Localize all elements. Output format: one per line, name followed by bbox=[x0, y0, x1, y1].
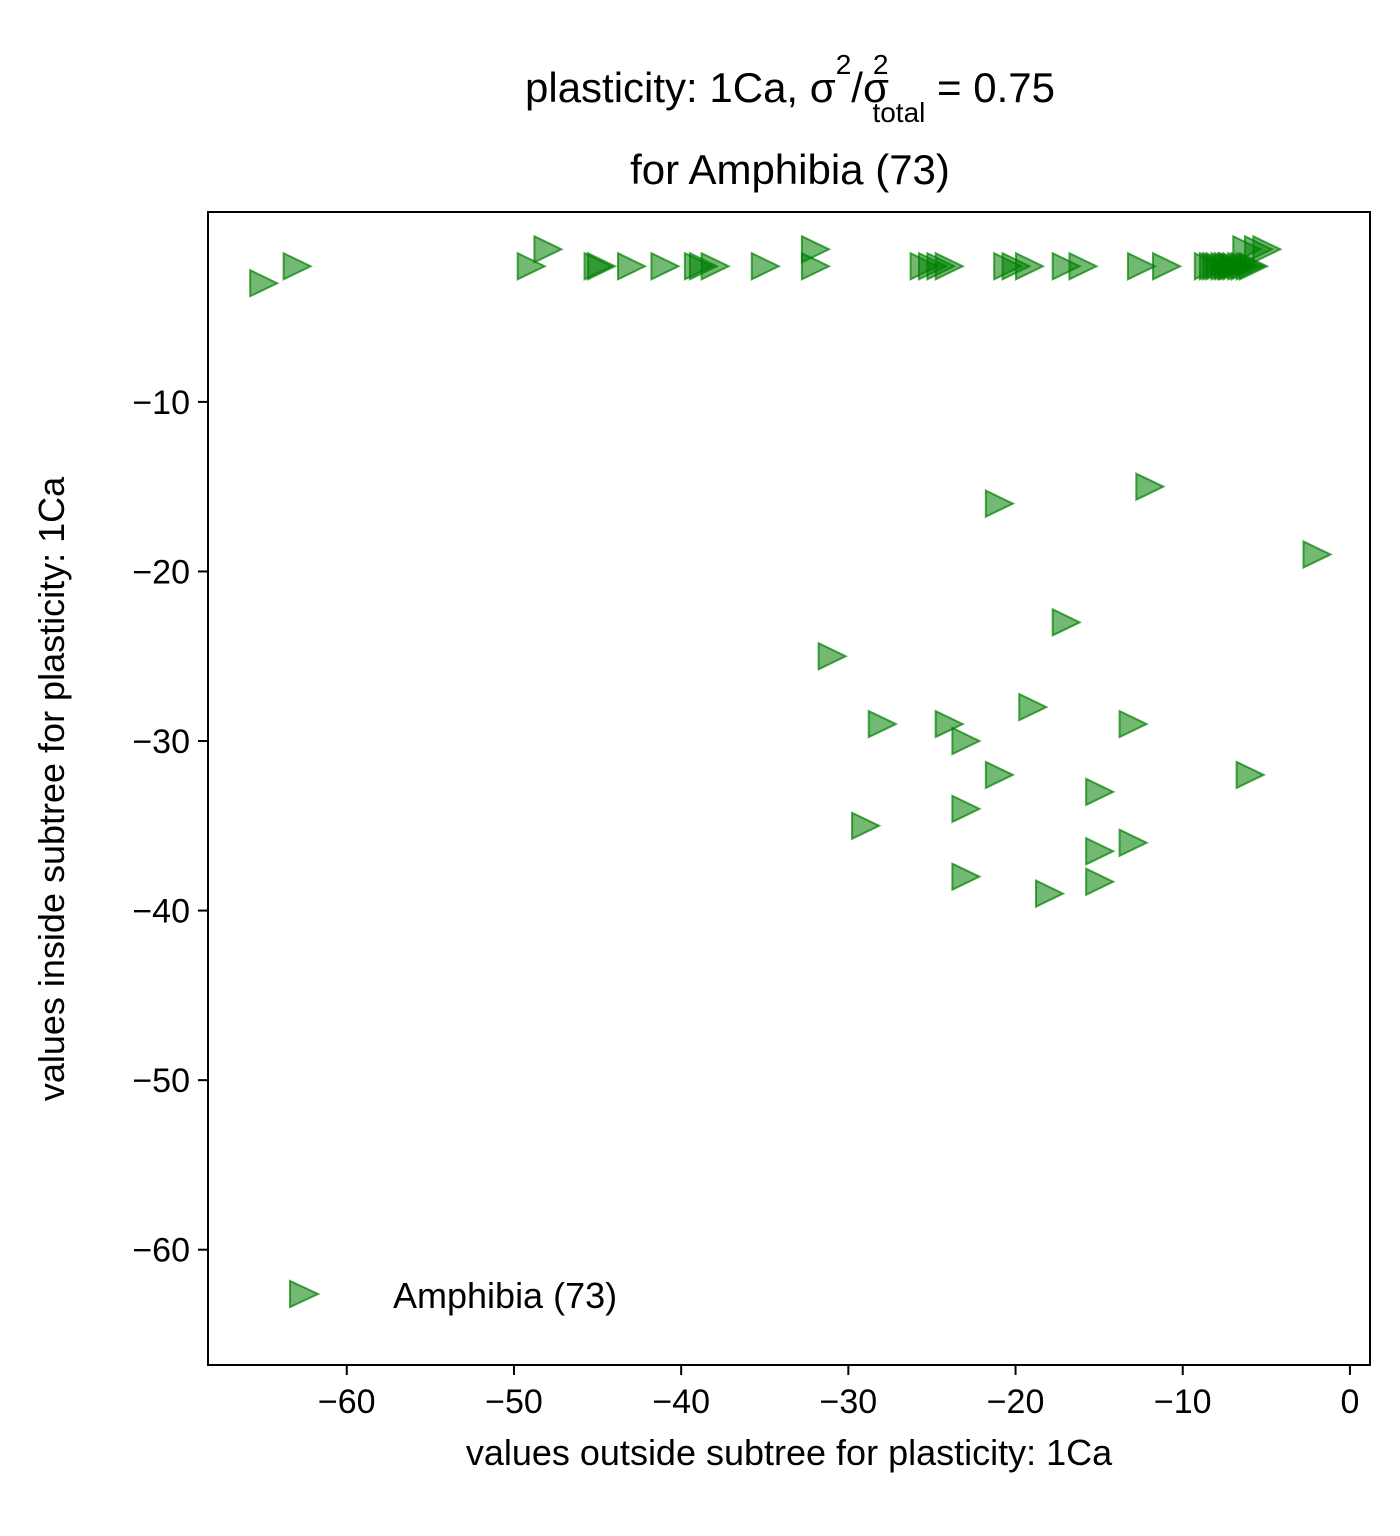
data-point bbox=[700, 251, 731, 281]
data-point bbox=[1085, 836, 1116, 866]
y-tick-label: −10 bbox=[132, 384, 190, 422]
data-point bbox=[1085, 867, 1116, 897]
data-point bbox=[1118, 709, 1149, 739]
data-point bbox=[951, 726, 982, 756]
data-point bbox=[851, 811, 882, 841]
data-point bbox=[516, 251, 547, 281]
data-point bbox=[1135, 472, 1166, 502]
plot-frame bbox=[207, 211, 1371, 1366]
y-axis-ticks: −10 −20 −30 −40 −50 −60 bbox=[132, 384, 208, 1270]
legend: Amphibia (73) bbox=[289, 1275, 617, 1316]
x-axis-ticks: −60 −50 −40 −30 −20 −10 0 bbox=[318, 1365, 1359, 1421]
data-point bbox=[1068, 251, 1099, 281]
title-sup2: 2 bbox=[873, 49, 889, 80]
x-tick-label: −50 bbox=[485, 1383, 543, 1421]
data-point bbox=[750, 251, 782, 281]
data-point bbox=[984, 489, 1016, 519]
y-tick-label: −50 bbox=[132, 1062, 190, 1100]
chart-title-line1: plasticity: 1Ca, σ2/σ2 total = 0.75 bbox=[525, 49, 1055, 128]
data-point bbox=[817, 641, 848, 671]
data-point bbox=[1034, 879, 1066, 909]
data-point bbox=[1152, 251, 1183, 281]
x-tick-label: −60 bbox=[318, 1383, 376, 1421]
title-prefix: plasticity: 1Ca, σ bbox=[525, 64, 836, 111]
data-point bbox=[984, 760, 1016, 790]
title-suffix: = 0.75 bbox=[925, 64, 1055, 111]
data-point bbox=[867, 709, 899, 739]
data-point bbox=[650, 251, 681, 281]
title-mid: /σ bbox=[851, 64, 889, 111]
y-tick-label: −20 bbox=[132, 553, 190, 591]
x-tick-label: −10 bbox=[1154, 1383, 1212, 1421]
legend-marker-icon bbox=[289, 1279, 321, 1309]
data-point bbox=[800, 251, 832, 281]
data-point bbox=[1252, 234, 1283, 264]
chart-title-line2: for Amphibia (73) bbox=[630, 146, 950, 193]
data-point bbox=[934, 709, 965, 739]
data-point bbox=[1235, 760, 1266, 790]
x-tick-label: −20 bbox=[987, 1383, 1045, 1421]
x-tick-label: −30 bbox=[820, 1383, 878, 1421]
data-point bbox=[282, 251, 313, 281]
data-point bbox=[951, 862, 982, 892]
data-point bbox=[533, 234, 564, 264]
x-tick-label: 0 bbox=[1340, 1383, 1359, 1421]
data-point bbox=[1051, 607, 1083, 637]
x-axis-label: values outside subtree for plasticity: 1… bbox=[466, 1432, 1113, 1473]
data-point bbox=[951, 794, 982, 824]
title-sup1: 2 bbox=[836, 49, 852, 80]
x-tick-label: −40 bbox=[652, 1383, 710, 1421]
title-sub: total bbox=[872, 97, 925, 128]
data-points bbox=[249, 234, 1333, 909]
data-point bbox=[1118, 828, 1149, 858]
data-point bbox=[617, 251, 648, 281]
data-point bbox=[1302, 539, 1333, 570]
y-axis-label: values inside subtree for plasticity: 1C… bbox=[31, 476, 72, 1101]
y-tick-label: −60 bbox=[132, 1232, 190, 1270]
data-point bbox=[1014, 251, 1046, 281]
data-point bbox=[1051, 251, 1083, 281]
data-point bbox=[1126, 251, 1158, 281]
data-point bbox=[1085, 777, 1116, 807]
y-tick-label: −40 bbox=[132, 893, 190, 931]
y-tick-label: −30 bbox=[132, 723, 190, 761]
data-point bbox=[249, 268, 280, 298]
data-point bbox=[1018, 692, 1049, 722]
legend-label: Amphibia (73) bbox=[393, 1275, 617, 1316]
data-point bbox=[934, 251, 965, 281]
data-point bbox=[586, 251, 618, 281]
